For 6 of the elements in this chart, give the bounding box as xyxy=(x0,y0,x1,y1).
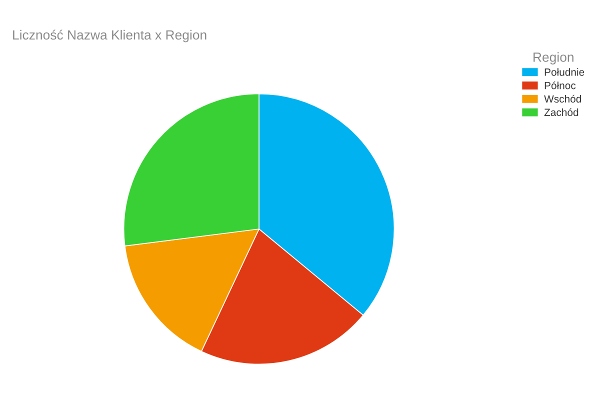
legend-label: Południe xyxy=(544,68,584,76)
legend-label: Zachód xyxy=(544,108,578,116)
legend-label: Wschód xyxy=(544,94,581,103)
legend-label: Północ xyxy=(544,81,576,90)
legend-title: Region xyxy=(534,52,574,64)
chart-title: Liczność Nazwa Klienta x Region xyxy=(13,30,206,42)
